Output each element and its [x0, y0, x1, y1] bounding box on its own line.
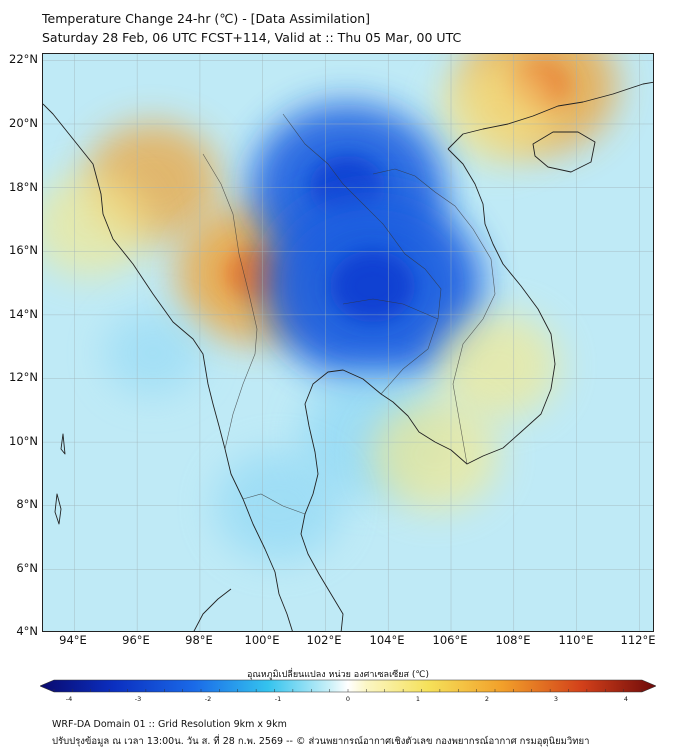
lat-tick-label: 14°N — [9, 307, 38, 321]
lat-tick-label: 18°N — [9, 180, 38, 194]
colorbar-tick-label: 3 — [553, 695, 559, 703]
colorbar-tick-label: -1 — [274, 695, 282, 703]
colorbar-label: อุณหภูมิเปลี่ยนแปลง หน่วย องศาเซลเซียส (… — [246, 670, 430, 680]
colorbar-tick-label: 2 — [484, 695, 490, 703]
lon-tick-label: 98°E — [185, 633, 213, 647]
anomaly-core-isan-cambodia-cold — [329, 250, 416, 323]
colorbar-tick-marks — [53, 689, 643, 692]
temperature-map — [43, 54, 653, 631]
lat-tick-label: 16°N — [9, 243, 38, 257]
lon-tick-label: 100°E — [244, 633, 280, 647]
coastline-sumatra — [193, 588, 232, 631]
map-title: Temperature Change 24-hr (℃) - [Data Ass… — [42, 11, 371, 26]
lon-tick-label: 102°E — [306, 633, 342, 647]
coastline-mainland — [43, 103, 293, 631]
lat-tick-label: 20°N — [9, 116, 38, 130]
anomaly-vietnam-central-warm — [436, 312, 560, 420]
border-myanmar-thailand — [202, 153, 258, 450]
lat-tick-label: 6°N — [16, 561, 38, 575]
lon-tick-label: 94°E — [59, 633, 87, 647]
coastline-andaman-islands — [54, 433, 66, 525]
lat-tick-label: 12°N — [9, 370, 38, 384]
anomaly-hainan-warm — [438, 59, 558, 163]
lon-tick-label: 110°E — [558, 633, 594, 647]
anomaly-field — [43, 54, 617, 561]
footer-credit: ปรับปรุงข้อมูล ณ เวลา 13:00น. วัน ส. ที่… — [52, 736, 590, 747]
lat-tick-label: 22°N — [9, 52, 38, 66]
colorbar-tick-label: 0 — [345, 695, 351, 703]
colorbar-tick-label: 4 — [623, 695, 629, 703]
colorbar-tick-label: -2 — [204, 695, 212, 703]
lon-tick-label: 96°E — [122, 633, 150, 647]
coastline-hainan — [532, 131, 596, 173]
lat-tick-label: 4°N — [16, 624, 38, 638]
border-malaysia — [242, 493, 306, 515]
border-thailand-cambodia — [342, 298, 439, 395]
lon-tick-label: 106°E — [432, 633, 468, 647]
lon-tick-label: 108°E — [495, 633, 531, 647]
border-thailand-laos — [282, 113, 442, 320]
colorbar — [40, 679, 656, 693]
coastline-gulf-west — [300, 369, 504, 631]
anomaly-mekong-delta-warm — [371, 399, 499, 511]
colorbar-tick-label: -3 — [134, 695, 142, 703]
lat-tick-label: 10°N — [9, 434, 38, 448]
lat-tick-label: 8°N — [16, 497, 38, 511]
country-borders — [202, 113, 496, 515]
lon-tick-label: 104°E — [369, 633, 405, 647]
footer-model-info: WRF-DA Domain 01 :: Grid Resolution 9km … — [52, 719, 287, 730]
map-panel — [42, 53, 654, 632]
coastline-vietnam — [447, 148, 556, 449]
anomaly-andaman-cold — [103, 310, 202, 396]
colorbar-tick-label: -4 — [65, 695, 73, 703]
lon-tick-label: 112°E — [620, 633, 656, 647]
map-subtitle: Saturday 28 Feb, 06 UTC FCST+114, Valid … — [42, 30, 462, 45]
border-laos-vietnam — [372, 168, 496, 465]
coastlines — [43, 81, 653, 631]
colorbar-tick-label: 1 — [415, 695, 421, 703]
coastline-south-china — [447, 81, 653, 150]
